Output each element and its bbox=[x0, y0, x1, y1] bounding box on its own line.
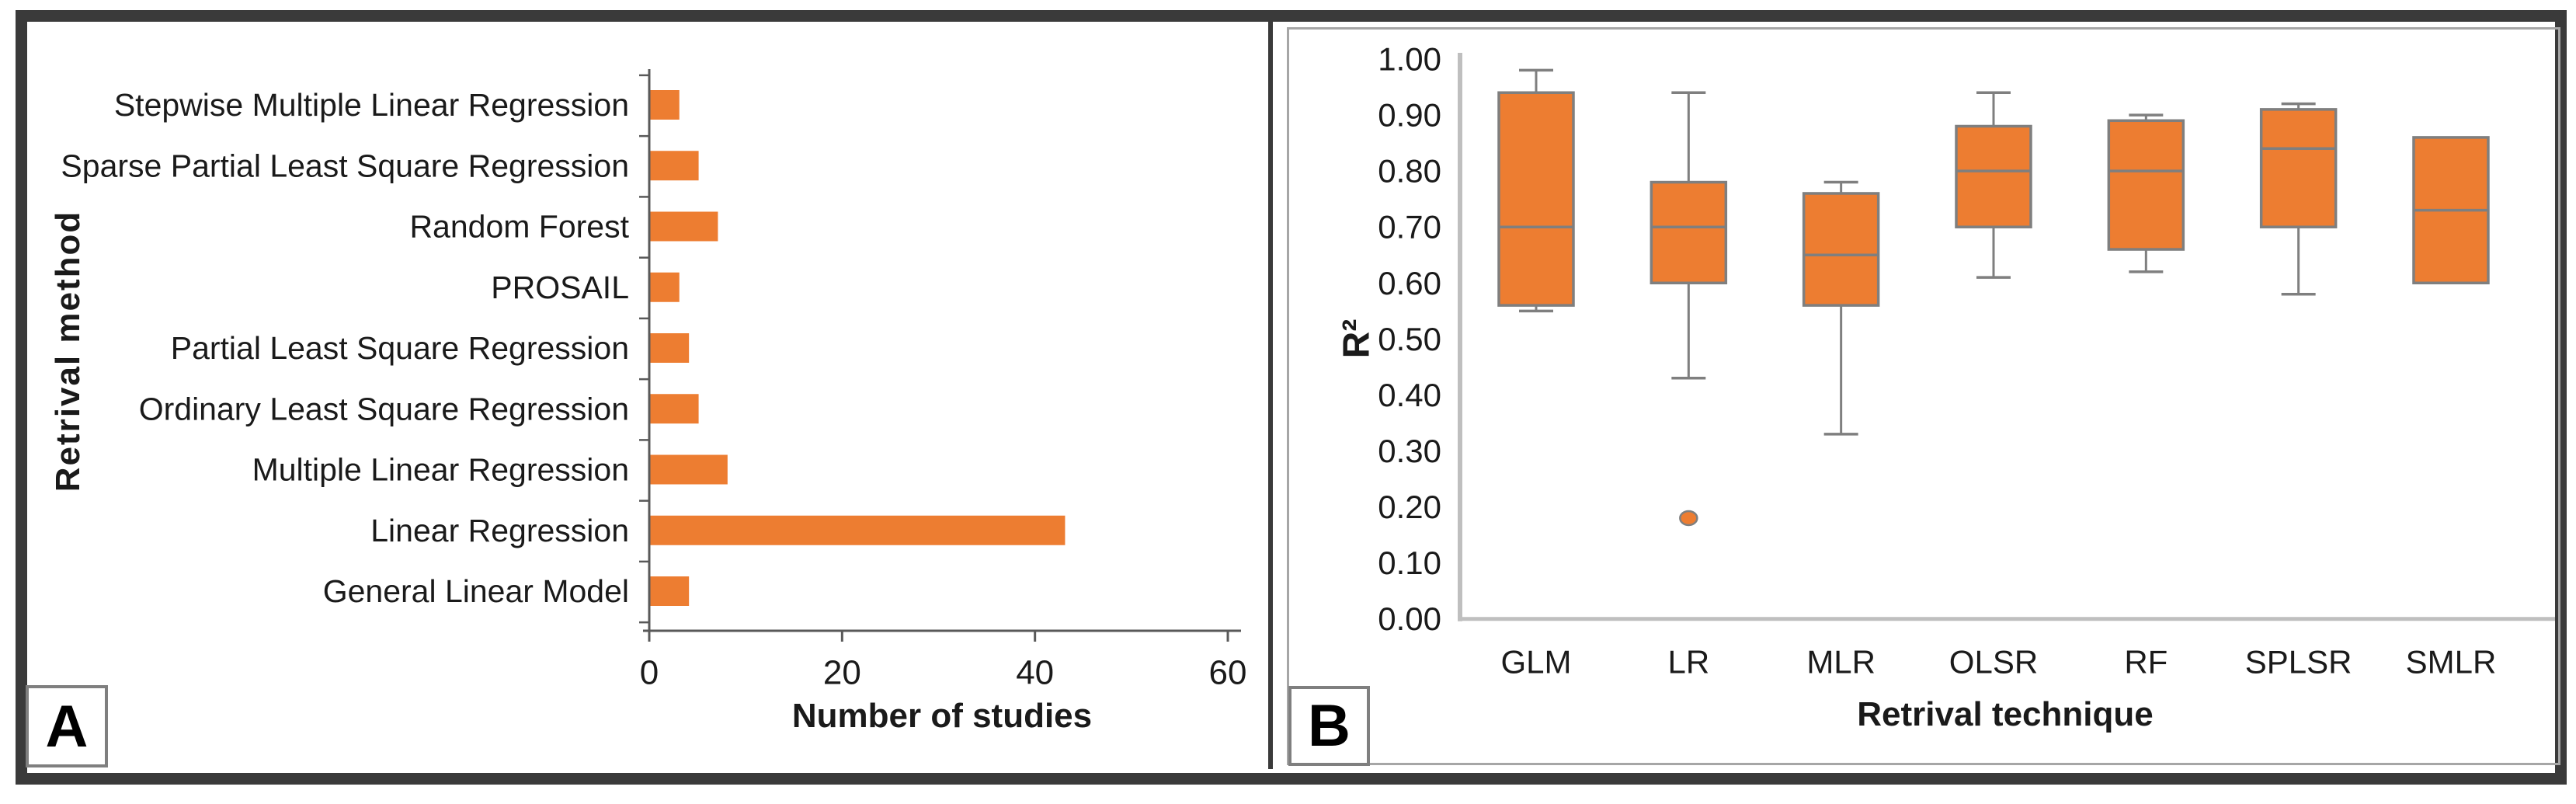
panel-b-y-tick-label: 0.20 bbox=[1378, 489, 1441, 525]
panel-b-y-tick-label: 0.30 bbox=[1378, 433, 1441, 469]
panel-a-x-tick-label: 20 bbox=[823, 654, 861, 692]
panel-a-category-label: Multiple Linear Regression bbox=[252, 452, 629, 488]
panel-a-bar-linear-regression bbox=[650, 515, 1066, 545]
panel-a-bar-multiple-linear-regression bbox=[650, 454, 728, 485]
panel-b-y-tick-label: 0.10 bbox=[1378, 545, 1441, 581]
panel-a-bar-general-linear-model bbox=[650, 576, 690, 606]
panel-a-category-label: Linear Regression bbox=[370, 513, 629, 548]
panel-b-box-mlr bbox=[1802, 192, 1880, 307]
panel-a-y-axis-title: Retrival method bbox=[49, 210, 87, 492]
panel-b-y-tick-label: 0.00 bbox=[1378, 600, 1441, 637]
panel-b-box-glm bbox=[1497, 91, 1575, 307]
panel-a-bar-sparse-partial-least-square-regression bbox=[650, 151, 699, 181]
panel-a-category-label: General Linear Model bbox=[323, 573, 629, 609]
panel-b-boxplot-chart: 1.00 0.90 0.80 0.70 0.60 0.50 0.40 0.30 0.20 0.10… bbox=[1378, 41, 2555, 680]
panel-b-category-label: GLM bbox=[1500, 644, 1571, 680]
panel-a-bar-stepwise-multiple-linear-regression bbox=[650, 90, 680, 120]
panel-b-y-axis-title: R² bbox=[1336, 318, 1378, 359]
panel-a-category-label: Random Forest bbox=[409, 209, 629, 245]
panel-a-bar-partial-least-square-regression bbox=[650, 333, 690, 363]
panel-b-y-tick-label: 0.90 bbox=[1378, 97, 1441, 134]
panel-b-box-olsr bbox=[1955, 124, 2032, 228]
panel-b-y-tick-label: 1.00 bbox=[1378, 41, 1441, 78]
panel-a-x-tick-label: 40 bbox=[1016, 654, 1054, 692]
panel-b-box-lr bbox=[1650, 180, 1728, 285]
panel-divider-line bbox=[1268, 21, 1273, 769]
panel-a-bar-ordinary-least-square-regression bbox=[650, 394, 699, 424]
panel-a-corner-label: A bbox=[26, 685, 108, 767]
panel-a-category-label: PROSAIL bbox=[491, 270, 629, 305]
panel-a-x-tick-label: 0 bbox=[640, 654, 659, 692]
figure-outer-frame bbox=[16, 10, 2567, 785]
panel-b-category-label: SMLR bbox=[2406, 644, 2497, 680]
panel-a-bar-chart: 0 20 40 60 Stepwise Multiple Linear Regressi… bbox=[61, 69, 1247, 692]
panel-a-category-label: Sparse Partial Least Square Regression bbox=[61, 148, 629, 183]
panel-b-corner-label: B bbox=[1288, 686, 1370, 766]
panel-b-y-tick-label: 0.80 bbox=[1378, 153, 1441, 190]
panel-b-box-lr-outlier bbox=[1679, 510, 1698, 527]
panel-b-frame bbox=[1287, 27, 2560, 765]
panel-b-category-label: RF bbox=[2124, 644, 2168, 680]
panel-b-y-tick-label: 0.70 bbox=[1378, 209, 1441, 245]
panel-b-y-tick-label: 0.50 bbox=[1378, 321, 1441, 357]
panel-b-x-axis-title: Retrival technique bbox=[1857, 695, 2154, 733]
panel-b-box-splsr bbox=[2259, 108, 2338, 228]
panel-a-bar-random-forest bbox=[650, 211, 718, 242]
panel-a-x-tick-label: 60 bbox=[1209, 654, 1247, 692]
panel-b-y-tick-label: 0.40 bbox=[1378, 377, 1441, 413]
panel-b-category-label: LR bbox=[1667, 644, 1709, 680]
panel-a-x-axis-title: Number of studies bbox=[791, 697, 1093, 735]
panel-b-box-rf bbox=[2107, 119, 2185, 251]
panel-b-y-tick-label: 0.60 bbox=[1378, 265, 1441, 301]
panel-b-category-label: SPLSR bbox=[2245, 644, 2352, 680]
panel-a-category-label: Stepwise Multiple Linear Regression bbox=[114, 87, 629, 123]
panel-b-category-label: OLSR bbox=[1949, 644, 2038, 680]
panel-b-category-label: MLR bbox=[1806, 644, 1876, 680]
panel-a-bar-prosail bbox=[650, 272, 680, 302]
panel-a-category-label: Partial Least Square Regression bbox=[171, 330, 629, 366]
panel-a-category-label: Ordinary Least Square Regression bbox=[139, 391, 629, 426]
